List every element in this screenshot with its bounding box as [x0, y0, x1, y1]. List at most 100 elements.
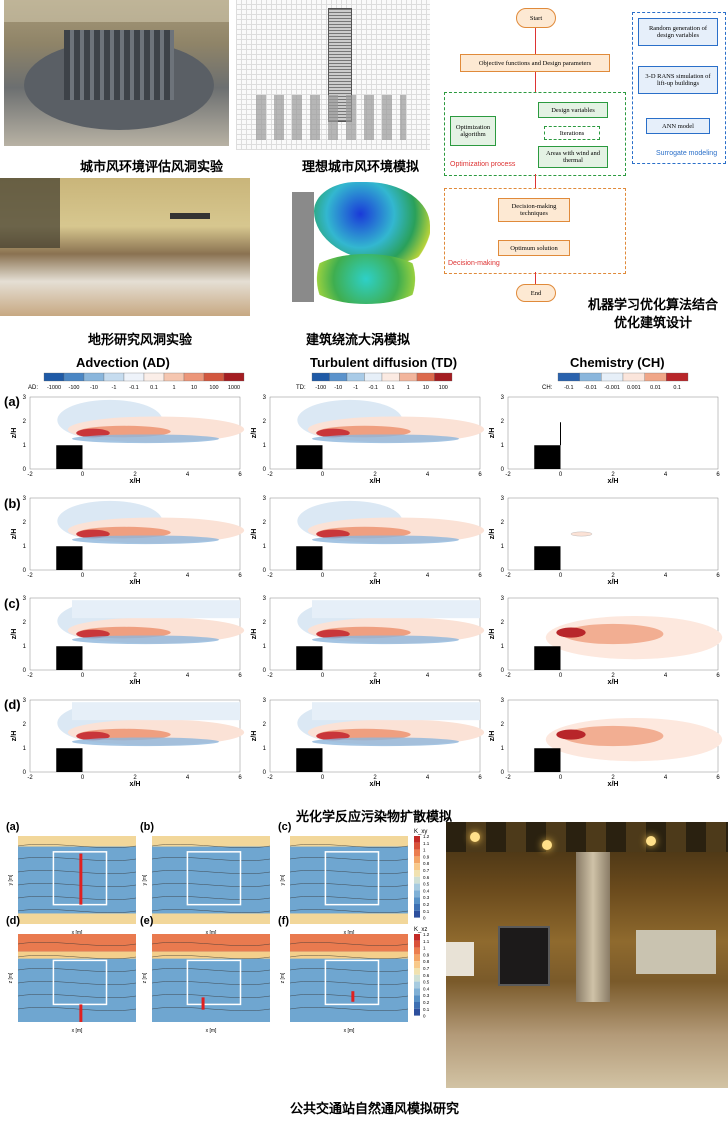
x-tick: 2	[133, 472, 137, 478]
y-tick: 3	[23, 596, 27, 602]
colorbar-tick: -100	[315, 385, 326, 391]
colorbar-tick: -0.1	[129, 385, 138, 391]
row-label-a: (a)	[4, 394, 20, 409]
x-tick: 6	[238, 472, 242, 478]
x-tick: 4	[426, 472, 430, 478]
y-tick: 0	[263, 770, 267, 776]
x-axis-label: x [m]	[72, 930, 83, 936]
k-colorbar-tick: 0.3	[423, 895, 430, 900]
header-turbulent-diffusion: Turbulent diffusion (TD)	[310, 355, 458, 370]
caption-photochemical: 光化学反应污染物扩散模拟	[296, 810, 453, 825]
y-tick: 1	[23, 746, 27, 752]
y-tick: 1	[23, 443, 27, 449]
colorbar-swatch	[666, 372, 689, 382]
y-axis-label: y [m]	[280, 874, 286, 885]
y-tick: 3	[263, 596, 267, 602]
ventilation-panel-label: (c)	[278, 821, 292, 833]
fc-surrogate-label: Surrogate modeling	[656, 150, 718, 157]
colorbar-tick: 1	[172, 385, 175, 391]
x-tick: 6	[716, 673, 720, 679]
colorbar-tick: 0.001	[627, 385, 641, 391]
ventilation-panel: x [m] y [m]	[8, 836, 137, 936]
y-axis-label: z/H	[251, 629, 258, 640]
x-tick: -2	[505, 472, 511, 478]
k-colorbar-tick: 0.7	[423, 966, 430, 971]
y-tick: 2	[263, 722, 267, 728]
y-axis-label: z [m]	[142, 972, 148, 983]
k-colorbar-tick: 0.9	[423, 854, 430, 859]
y-tick: 0	[501, 568, 505, 574]
terrain-tunnel-photo	[0, 178, 250, 316]
x-tick: -2	[505, 775, 511, 781]
row-label-b: (b)	[4, 496, 21, 511]
fc-ann: ANN model	[646, 118, 710, 134]
x-tick: 6	[716, 573, 720, 579]
y-axis-label: z/H	[489, 629, 496, 640]
caption-ideal-city-sim: 理想城市风环境模拟	[302, 160, 420, 175]
colorbar-tick: 0.1	[673, 385, 681, 391]
y-tick: 0	[23, 770, 27, 776]
colorbar-tick: -0.01	[584, 385, 597, 391]
k-colorbar-tick: 0.1	[423, 1007, 430, 1012]
x-tick: -2	[27, 472, 33, 478]
y-tick: 3	[263, 395, 267, 401]
colorbar-tick: 1000	[228, 385, 240, 391]
colorbar-tick: 10	[423, 385, 429, 391]
y-tick: 1	[501, 443, 505, 449]
k-colorbar: K_xz1.2 1.1 10.9 0.8 0.7 0.6 0.50.4 0.3 0.2 0.1 0	[414, 927, 430, 1019]
y-tick: 3	[23, 395, 27, 401]
fc-optimum: Optimum solution	[498, 240, 570, 256]
colorbar-swatch	[434, 372, 453, 382]
y-tick: 2	[263, 620, 267, 626]
x-axis-label: x [m]	[344, 1028, 355, 1034]
bus-station-photo	[446, 822, 728, 1088]
caption-terrain-tunnel: 地形研究风洞实验	[88, 333, 193, 348]
colorbar-turbulent-diffusion: TD: -100 -10 -1 -0.1 0.1 1 10 100	[296, 372, 456, 392]
x-tick: 0	[321, 573, 325, 579]
contour-panels: -2 0 2 4 6 0 1 2 3 x/H z/H -2 0 2 4 6 0 1 2 3 x/H z/H -2 0 2 4 6 0 1…	[11, 395, 723, 788]
y-axis-label: z/H	[489, 731, 496, 742]
ventilation-panel-label: (a)	[6, 821, 20, 833]
k-colorbar-tick: 1	[423, 946, 426, 951]
x-tick: 0	[559, 573, 563, 579]
colorbar-tick: -0.1	[369, 385, 378, 391]
y-tick: 2	[263, 520, 267, 526]
y-tick: 1	[501, 544, 505, 550]
y-axis-label: z/H	[251, 731, 258, 742]
k-colorbar-tick: 0.9	[423, 952, 430, 957]
y-axis-label: y [m]	[142, 874, 148, 885]
ml-flowchart: Start Objective functions and Design par…	[440, 4, 728, 304]
header-advection: Advection (AD)	[76, 355, 170, 370]
k-colorbar: K_xy1.2 1.1 10.9 0.8 0.7 0.6 0.50.4 0.3 0.2 0.1 0	[414, 829, 430, 921]
colorbar-tick: -1000	[47, 385, 61, 391]
y-tick: 3	[263, 496, 267, 502]
x-tick: 4	[664, 673, 668, 679]
x-axis-label: x/H	[608, 679, 619, 686]
x-tick: 2	[611, 573, 615, 579]
x-axis-label: x [m]	[344, 930, 355, 936]
y-tick: 2	[501, 722, 505, 728]
x-axis-label: x/H	[130, 679, 141, 686]
y-tick: 0	[501, 770, 505, 776]
x-tick: 0	[559, 775, 563, 781]
ventilation-panel: x [m] z [m]	[280, 934, 409, 1034]
colorbar-tick: 0.1	[387, 385, 395, 391]
colorbar-tick: -10	[334, 385, 342, 391]
x-axis-label: x/H	[608, 781, 619, 788]
x-tick: -2	[267, 573, 273, 579]
caption-ml-line1: 机器学习优化算法结合	[588, 298, 719, 313]
colorbar-tick: 0.1	[150, 385, 158, 391]
caption-bus-station: 公共交通站自然通风模拟研究	[290, 1102, 460, 1117]
x-axis-label: x [m]	[72, 1028, 83, 1034]
ventilation-panel-label: (f)	[278, 915, 289, 927]
x-tick: 2	[133, 673, 137, 679]
y-tick: 0	[23, 467, 27, 473]
y-tick: 3	[501, 596, 505, 602]
x-axis-label: x/H	[608, 478, 619, 485]
x-tick: 0	[321, 673, 325, 679]
